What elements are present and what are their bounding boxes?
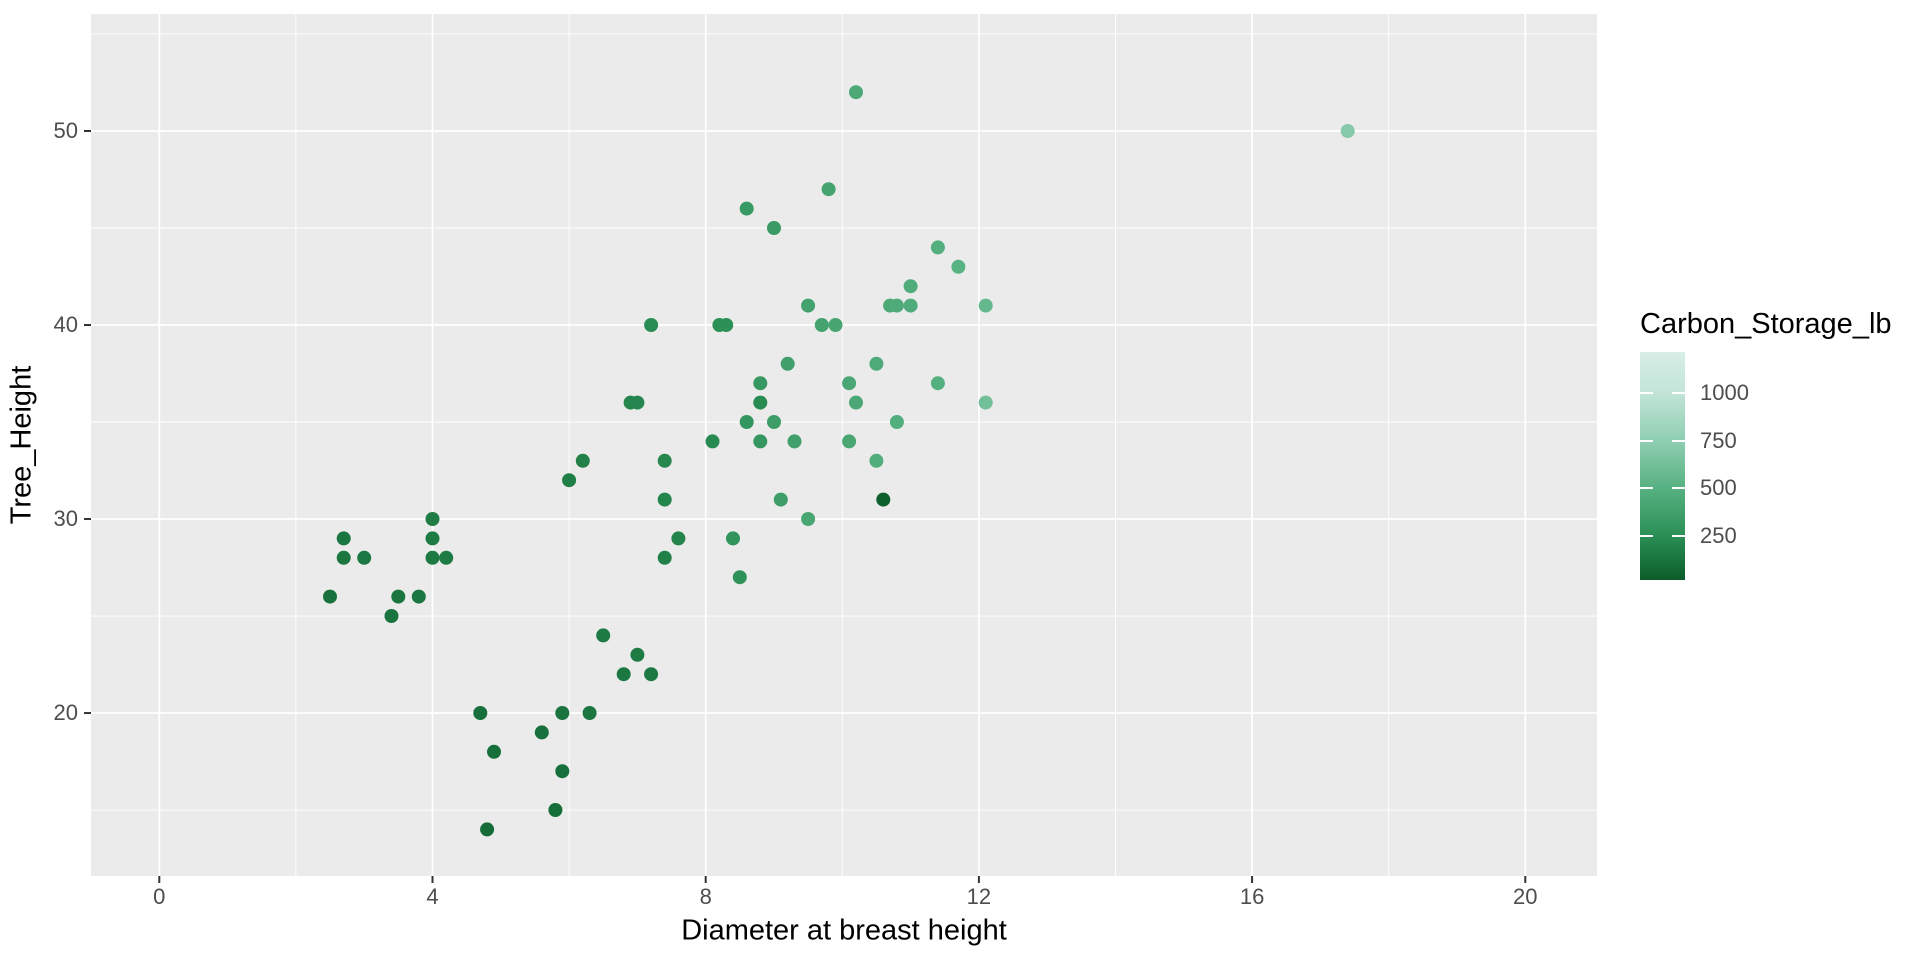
data-point	[978, 298, 993, 313]
data-point	[753, 434, 768, 449]
data-point	[480, 822, 495, 837]
data-point	[562, 473, 577, 488]
data-point	[336, 531, 351, 546]
data-point	[644, 318, 659, 332]
data-point	[767, 415, 781, 429]
data-point	[548, 803, 563, 817]
data-point	[630, 647, 645, 662]
y-axis-title: Tree_Height	[5, 365, 38, 525]
data-point	[473, 706, 488, 720]
data-point	[801, 298, 816, 313]
data-point	[671, 531, 686, 546]
data-point	[773, 492, 788, 507]
data-point	[487, 744, 501, 759]
data-point	[780, 356, 795, 371]
data-point	[411, 589, 426, 604]
data-point	[951, 259, 966, 274]
data-point	[889, 415, 904, 429]
data-point	[555, 706, 570, 720]
data-point	[616, 667, 631, 682]
legend-colorbar	[1640, 352, 1685, 580]
data-point	[828, 318, 843, 332]
data-point	[555, 764, 570, 779]
data-point	[903, 279, 918, 294]
data-point	[849, 395, 863, 410]
data-point	[903, 298, 918, 313]
data-point	[726, 531, 740, 546]
data-point	[787, 434, 802, 449]
data-point	[657, 453, 672, 468]
data-point	[930, 376, 945, 391]
data-point	[719, 318, 734, 332]
data-point	[425, 531, 440, 546]
data-point	[705, 434, 720, 449]
data-point	[869, 356, 884, 371]
x-axis-title: Diameter at breast height	[681, 914, 1007, 947]
data-point	[644, 667, 659, 682]
data-point	[596, 628, 611, 643]
data-point	[357, 550, 372, 565]
data-point	[753, 376, 768, 391]
data-point	[849, 85, 863, 100]
data-point	[869, 453, 884, 468]
data-point	[575, 453, 590, 468]
data-point	[930, 240, 945, 255]
data-point	[425, 550, 440, 565]
data-point	[739, 201, 754, 216]
data-point	[753, 395, 768, 410]
data-point	[657, 550, 672, 565]
data-point	[630, 395, 645, 410]
data-point	[336, 550, 351, 565]
data-point	[323, 589, 337, 604]
data-point	[582, 706, 597, 720]
data-point	[732, 570, 747, 585]
data-point	[657, 492, 672, 507]
data-point	[534, 725, 549, 740]
data-point	[739, 415, 754, 429]
data-point	[842, 376, 857, 391]
data-point	[391, 589, 406, 604]
legend-title: Carbon_Storage_lb	[1640, 308, 1892, 340]
data-point	[814, 318, 829, 332]
data-point	[978, 395, 993, 410]
data-point	[384, 609, 399, 623]
data-point	[439, 550, 454, 565]
data-point	[889, 298, 904, 313]
data-point	[1340, 124, 1355, 138]
data-point	[842, 434, 857, 449]
data-point	[876, 492, 891, 507]
data-point	[767, 221, 781, 235]
data-point	[801, 512, 816, 526]
data-point	[425, 512, 440, 526]
data-point	[821, 182, 836, 197]
